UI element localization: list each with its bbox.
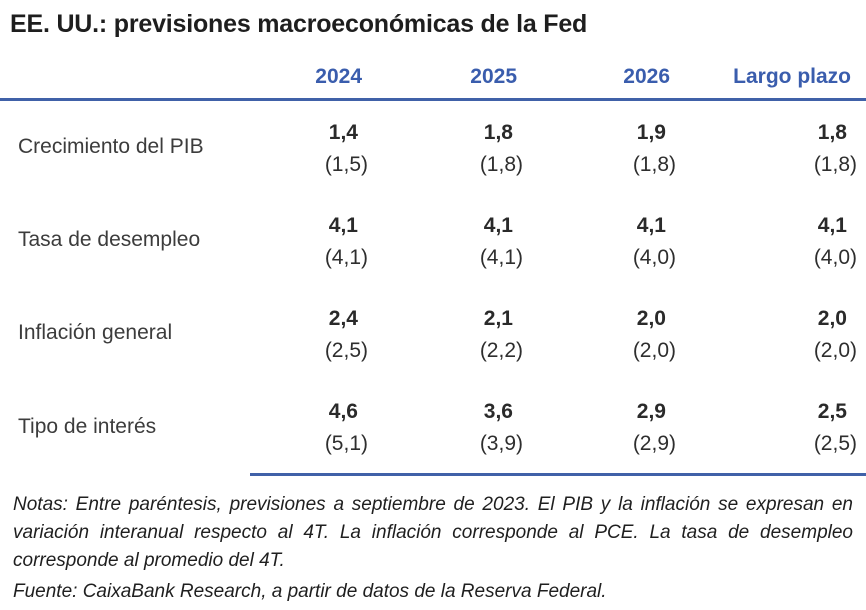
cell-value: 1,9 [636, 120, 666, 144]
cell-value: 4,1 [636, 213, 666, 237]
forecast-table: 2024 2025 2026 Largo plazo Crecimiento d… [0, 40, 866, 476]
cell-previous: (1,8) [632, 152, 676, 176]
cell-previous: (1,5) [324, 152, 368, 176]
cell-value: 2,1 [483, 306, 513, 330]
row-label-tasa-desempleo: Tasa de desempleo [18, 228, 201, 251]
row-label-inflacion-general: Inflación general [18, 321, 173, 344]
table-row-previous: (2,5) (2,2) (2,0) (2,0) [0, 336, 866, 380]
cell-value: 4,6 [328, 399, 358, 423]
cell-value: 2,4 [328, 306, 358, 330]
column-header-2026: 2026 [532, 40, 685, 101]
cell-value: 4,1 [483, 213, 513, 237]
row-label-crecimiento-pib: Crecimiento del PIB [18, 135, 204, 158]
cell-value: 1,8 [483, 120, 513, 144]
cell-value: 2,9 [636, 399, 666, 423]
column-header-2024: 2024 [250, 40, 377, 101]
cell-value: 1,8 [817, 120, 847, 144]
cell-value: 2,0 [636, 306, 666, 330]
figure-title: EE. UU.: previsiones macroeconómicas de … [10, 10, 588, 38]
cell-value: 4,1 [817, 213, 847, 237]
table-row: Crecimiento del PIB 1,4 1,8 1,9 1,8 [0, 99, 866, 159]
figure-source: Fuente: CaixaBank Research, a partir de … [13, 580, 607, 602]
row-label-tipo-interes: Tipo de interés [18, 414, 157, 438]
cell-previous: (1,8) [813, 152, 857, 176]
cell-previous: (2,5) [685, 428, 866, 476]
cell-value: 3,6 [483, 399, 513, 423]
table-header-row: 2024 2025 2026 Largo plazo [0, 40, 866, 101]
cell-value: 2,5 [817, 399, 847, 423]
cell-previous: (3,9) [377, 428, 532, 476]
table-row: Tasa de desempleo 4,1 4,1 4,1 4,1 [0, 194, 866, 252]
cell-previous: (4,1) [479, 245, 523, 269]
header-spacer [0, 40, 250, 101]
cell-previous: (2,0) [632, 338, 676, 362]
table-row: Tipo de interés 4,6 3,6 2,9 2,5 [0, 380, 866, 438]
cell-previous: (5,1) [250, 428, 377, 476]
table-row-previous: (5,1) (3,9) (2,9) (2,5) [0, 428, 866, 476]
cell-previous: (2,2) [479, 338, 523, 362]
column-header-largo-plazo: Largo plazo [685, 40, 866, 101]
column-header-2025: 2025 [377, 40, 532, 101]
table-row-previous: (4,1) (4,1) (4,0) (4,0) [0, 243, 866, 287]
cell-previous: (4,0) [632, 245, 676, 269]
cell-previous: (4,0) [813, 245, 857, 269]
cell-previous: (4,1) [324, 245, 368, 269]
cell-value: 1,4 [328, 120, 358, 144]
cell-value: 2,0 [817, 306, 847, 330]
cell-value: 4,1 [328, 213, 358, 237]
figure-notes: Notas: Entre paréntesis, previsiones a s… [13, 493, 853, 571]
cell-previous: (2,0) [813, 338, 857, 362]
cell-previous: (1,8) [479, 152, 523, 176]
cell-previous: (2,9) [532, 428, 685, 476]
table-row: Inflación general 2,4 2,1 2,0 2,0 [0, 287, 866, 345]
table-row-previous: (1,5) (1,8) (1,8) (1,8) [0, 150, 866, 194]
cell-previous: (2,5) [324, 338, 368, 362]
